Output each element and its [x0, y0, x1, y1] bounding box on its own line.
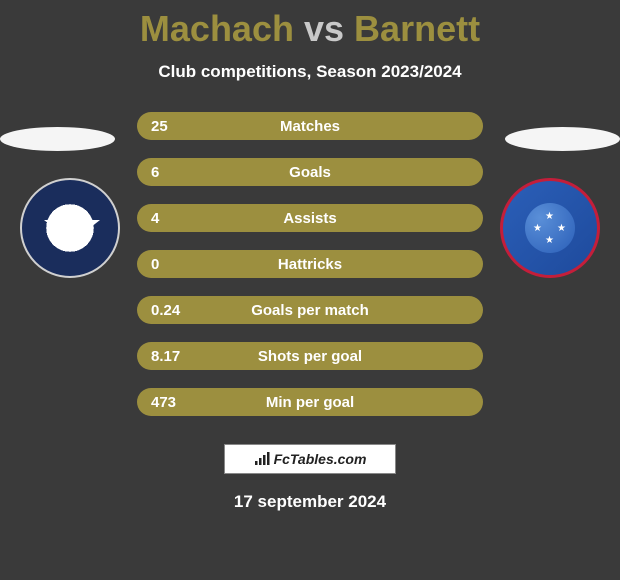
stat-value: 25: [151, 118, 211, 135]
stat-label: Assists: [283, 210, 336, 227]
stat-label: Hattricks: [278, 256, 342, 273]
right-player-photo-placeholder: [505, 127, 620, 151]
stat-label: Shots per goal: [258, 348, 362, 365]
stat-value: 0: [151, 256, 211, 273]
fctables-logo: FcTables.com: [224, 444, 396, 474]
logo-text: FcTables.com: [274, 451, 367, 467]
vs-text: vs: [304, 8, 344, 49]
stat-row: 25 Matches: [137, 112, 483, 140]
right-club-crest: ★ ★ ★ ★: [500, 178, 600, 278]
stat-value: 0.24: [151, 302, 211, 319]
stat-row: 6 Goals: [137, 158, 483, 186]
stat-value: 6: [151, 164, 211, 181]
stat-row: 0 Hattricks: [137, 250, 483, 278]
stat-label: Matches: [280, 118, 340, 135]
left-club-crest: [20, 178, 120, 278]
adelaide-united-crest-icon: ★ ★ ★ ★: [500, 178, 600, 278]
stat-row: 4 Assists: [137, 204, 483, 232]
comparison-title: Machach vs Barnett: [0, 8, 620, 50]
player2-name: Barnett: [354, 8, 480, 49]
stat-label: Min per goal: [266, 394, 354, 411]
melbourne-victory-crest-icon: [20, 178, 120, 278]
stat-label: Goals: [289, 164, 331, 181]
left-player-photo-placeholder: [0, 127, 115, 151]
subtitle: Club competitions, Season 2023/2024: [0, 62, 620, 82]
player1-name: Machach: [140, 8, 294, 49]
stat-value: 8.17: [151, 348, 211, 365]
chart-icon: [254, 452, 270, 466]
infographic-container: Machach vs Barnett Club competitions, Se…: [0, 0, 620, 580]
stat-row: 8.17 Shots per goal: [137, 342, 483, 370]
stat-row: 473 Min per goal: [137, 388, 483, 416]
stat-label: Goals per match: [251, 302, 369, 319]
date-text: 17 september 2024: [0, 492, 620, 512]
stat-value: 4: [151, 210, 211, 227]
stat-row: 0.24 Goals per match: [137, 296, 483, 324]
stat-value: 473: [151, 394, 211, 411]
